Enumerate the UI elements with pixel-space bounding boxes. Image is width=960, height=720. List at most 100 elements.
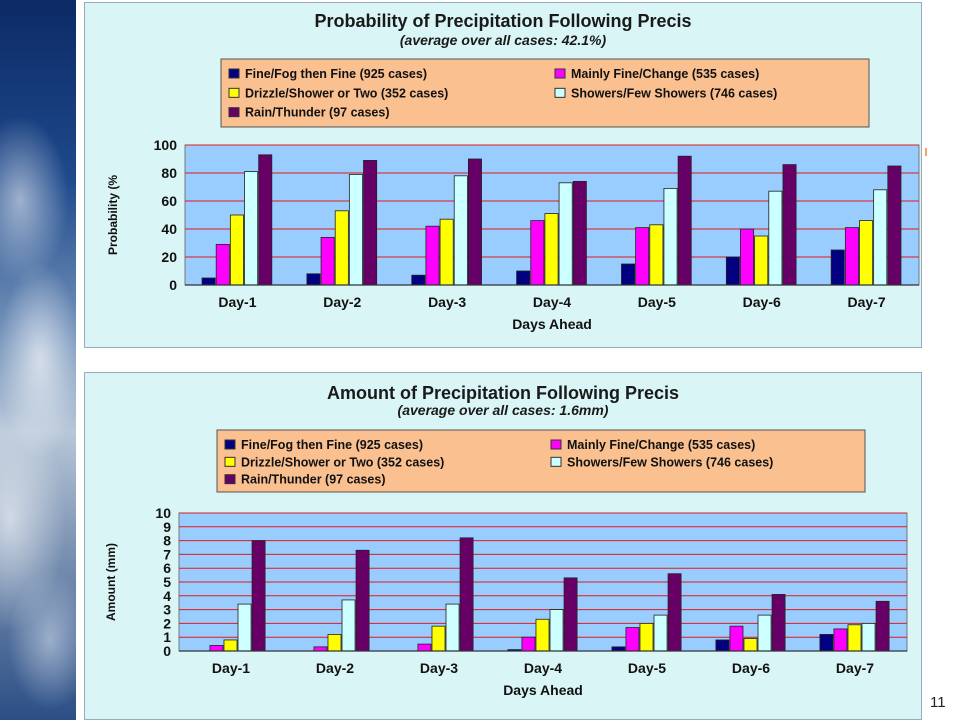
bar <box>258 154 273 286</box>
bar <box>459 537 474 652</box>
y-tick-label: 2 <box>163 615 171 631</box>
bar <box>411 274 426 286</box>
bar <box>229 214 244 286</box>
bar <box>563 577 578 652</box>
chart-title: Amount of Precipitation Following Precis <box>327 383 679 403</box>
bar <box>244 171 259 286</box>
bar <box>847 624 862 652</box>
y-axis-label: Probability (% <box>106 175 120 255</box>
y-tick-label: 0 <box>169 277 177 293</box>
legend-label: Showers/Few Showers (746 cases) <box>567 455 773 469</box>
chart-subtitle: (average over all cases: 42.1%) <box>400 32 607 48</box>
bar <box>611 646 626 652</box>
legend-swatch <box>228 87 240 98</box>
bar <box>861 622 876 652</box>
legend-swatch <box>228 68 240 79</box>
y-tick-label: 3 <box>163 602 171 618</box>
legend-swatch <box>228 107 240 118</box>
legend-label: Fine/Fog then Fine (925 cases) <box>241 438 423 452</box>
bar <box>663 187 678 286</box>
x-tick-label: Day-7 <box>836 660 874 676</box>
bar <box>306 273 321 286</box>
bar <box>355 549 370 652</box>
bar <box>873 189 888 286</box>
bar <box>431 625 446 652</box>
x-axis-label: Days Ahead <box>503 682 583 698</box>
y-axis-label: Amount (mm) <box>104 543 118 621</box>
bar <box>572 180 587 286</box>
chart-subtitle: (average over all cases: 1.6mm) <box>398 402 609 418</box>
y-tick-label: 100 <box>154 137 178 153</box>
y-tick-label: 6 <box>163 560 171 576</box>
y-tick-label: 5 <box>163 574 171 590</box>
bar <box>453 175 468 286</box>
x-tick-label: Day-6 <box>732 660 770 676</box>
y-tick-label: 10 <box>155 505 171 521</box>
x-tick-label: Day-1 <box>212 660 250 676</box>
legend-label: Drizzle/Shower or Two (352 cases) <box>241 455 444 469</box>
legend-label: Drizzle/Shower or Two (352 cases) <box>245 86 448 100</box>
legend-label: Showers/Few Showers (746 cases) <box>571 86 777 100</box>
bar <box>653 614 668 652</box>
bar <box>348 173 363 286</box>
bar <box>833 628 848 652</box>
bar <box>237 603 252 652</box>
bar <box>875 600 890 652</box>
bar <box>558 182 573 286</box>
legend-swatch <box>550 439 562 450</box>
x-tick-label: Day-3 <box>420 660 458 676</box>
bar <box>740 228 755 286</box>
bar <box>677 155 692 286</box>
legend-swatch <box>554 68 566 79</box>
bar <box>327 634 342 652</box>
bar <box>768 190 783 286</box>
bar <box>341 599 356 652</box>
y-tick-label: 80 <box>161 165 177 181</box>
legend-swatch <box>224 456 236 467</box>
legend-label: Mainly Fine/Change (535 cases) <box>567 438 755 452</box>
legend-label: Mainly Fine/Change (535 cases) <box>571 67 759 81</box>
legend-swatch <box>554 87 566 98</box>
x-tick-label: Day-3 <box>428 294 466 310</box>
y-tick-label: 0 <box>163 643 171 659</box>
x-tick-label: Day-5 <box>638 294 676 310</box>
bar <box>715 639 730 652</box>
bar <box>215 243 230 286</box>
bar <box>819 634 834 652</box>
legend-swatch <box>224 439 236 450</box>
amount-chart: Amount of Precipitation Following Precis… <box>104 383 908 698</box>
page-number: 11 <box>930 694 946 711</box>
bar <box>201 277 216 286</box>
bar <box>635 227 650 286</box>
bar <box>467 158 482 286</box>
bar <box>859 220 874 286</box>
bar <box>516 270 531 286</box>
x-tick-label: Day-2 <box>316 660 354 676</box>
bar <box>223 639 238 652</box>
bar <box>639 622 654 652</box>
probability-chart-panel: Probability of Precipitation Following P… <box>84 2 922 348</box>
legend-swatch <box>550 456 562 467</box>
bar <box>521 636 536 652</box>
chart-title: Probability of Precipitation Following P… <box>314 11 691 31</box>
decorative-mark <box>925 148 927 156</box>
bar <box>729 625 744 652</box>
x-tick-label: Day-2 <box>323 294 361 310</box>
bar <box>771 594 786 652</box>
x-tick-label: Day-5 <box>628 660 666 676</box>
bar <box>417 643 432 652</box>
legend-label: Rain/Thunder (97 cases) <box>241 473 386 487</box>
bar <box>649 224 664 286</box>
bar <box>844 227 859 286</box>
y-tick-label: 60 <box>161 193 177 209</box>
probability-chart: Probability of Precipitation Following P… <box>106 11 920 332</box>
y-tick-label: 4 <box>163 588 171 604</box>
bar <box>439 218 454 286</box>
bar <box>425 225 440 286</box>
bar <box>363 159 378 286</box>
bar <box>530 220 545 286</box>
bar <box>549 609 564 652</box>
bar <box>757 614 772 652</box>
y-tick-label: 1 <box>163 629 171 645</box>
bar <box>782 164 797 286</box>
